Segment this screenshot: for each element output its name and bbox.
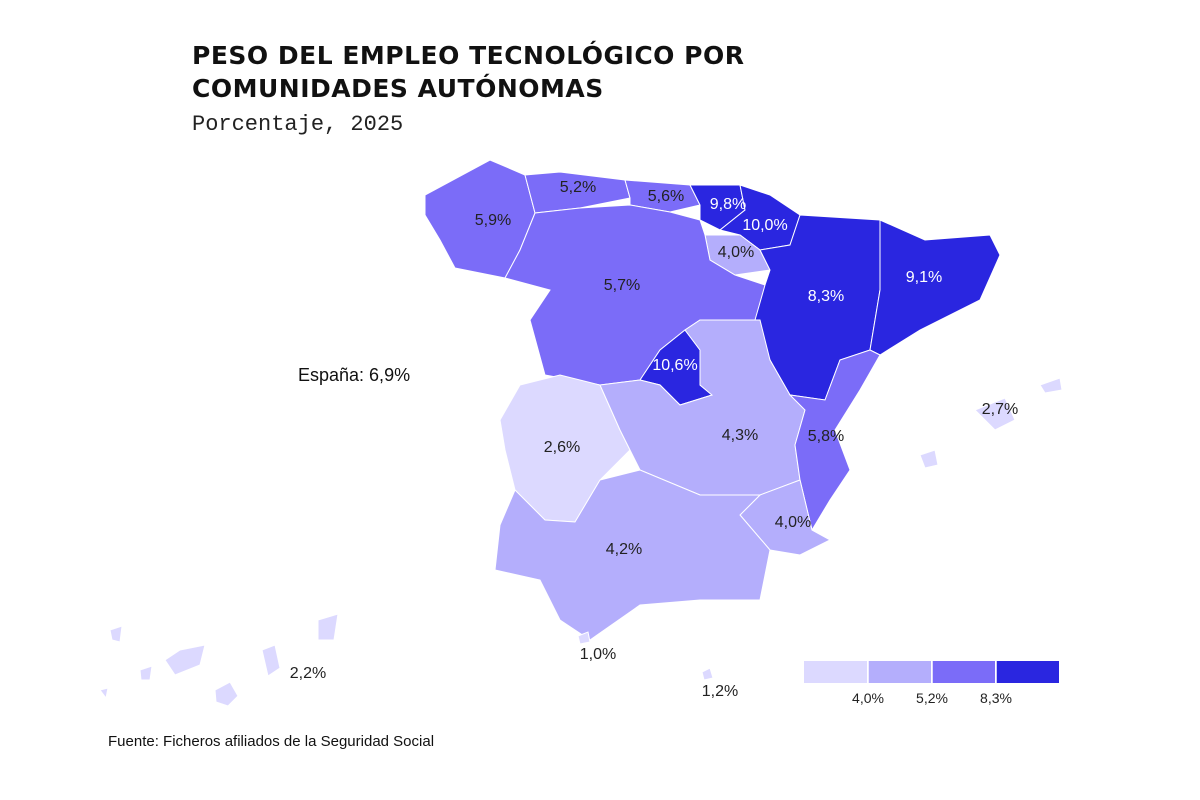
- value-label: 5,2%: [560, 179, 596, 196]
- value-label: 9,8%: [710, 196, 746, 213]
- value-label: 5,7%: [604, 277, 640, 294]
- source: Fuente: Ficheros afiliados de la Segurid…: [108, 733, 434, 750]
- value-label: 5,9%: [475, 212, 511, 229]
- chart-subtitle: Porcentaje, 2025: [192, 112, 403, 137]
- value-label: 10,0%: [742, 217, 787, 234]
- legend-swatch: [868, 661, 931, 683]
- region: [99, 613, 339, 707]
- legend-swatch: [804, 661, 867, 683]
- chart-title: PESO DEL EMPLEO TECNOLÓGICO POR: [192, 40, 744, 70]
- region: [919, 377, 1063, 469]
- legend-label: 5,2%: [916, 690, 948, 706]
- value-label: 4,0%: [718, 244, 754, 261]
- value-label: 5,6%: [648, 188, 684, 205]
- region: [869, 219, 1001, 356]
- region: [788, 349, 881, 532]
- value-label: 2,6%: [544, 439, 580, 456]
- region: [494, 469, 771, 641]
- value-label: 4,2%: [606, 541, 642, 558]
- value-label: 10,6%: [652, 357, 697, 374]
- legend-label: 8,3%: [980, 690, 1012, 706]
- chart-title: COMUNIDADES AUTÓNOMAS: [192, 73, 604, 103]
- value-label: 9,1%: [906, 269, 942, 286]
- value-label: 8,3%: [808, 288, 844, 305]
- legend: 4,0% 5,2% 8,3%: [804, 661, 1059, 706]
- value-label: 4,0%: [775, 514, 811, 531]
- regions: [99, 159, 1063, 707]
- labels: 5,9% 5,2% 5,6% 9,8% 10,0% 4,0% 5,7% 8,3% 9,1% 10,…: [290, 179, 1018, 700]
- region: [701, 667, 714, 681]
- value-label: 2,7%: [982, 401, 1018, 418]
- value-label: 1,2%: [702, 683, 738, 700]
- region: [577, 631, 591, 645]
- value-label: 1,0%: [580, 646, 616, 663]
- legend-label: 4,0%: [852, 690, 884, 706]
- value-label: 2,2%: [290, 665, 326, 682]
- national-annotation: España: 6,9%: [298, 365, 410, 385]
- legend-swatch: [996, 661, 1059, 683]
- value-label: 4,3%: [722, 427, 758, 444]
- value-label: 5,8%: [808, 428, 844, 445]
- legend-swatch: [932, 661, 995, 683]
